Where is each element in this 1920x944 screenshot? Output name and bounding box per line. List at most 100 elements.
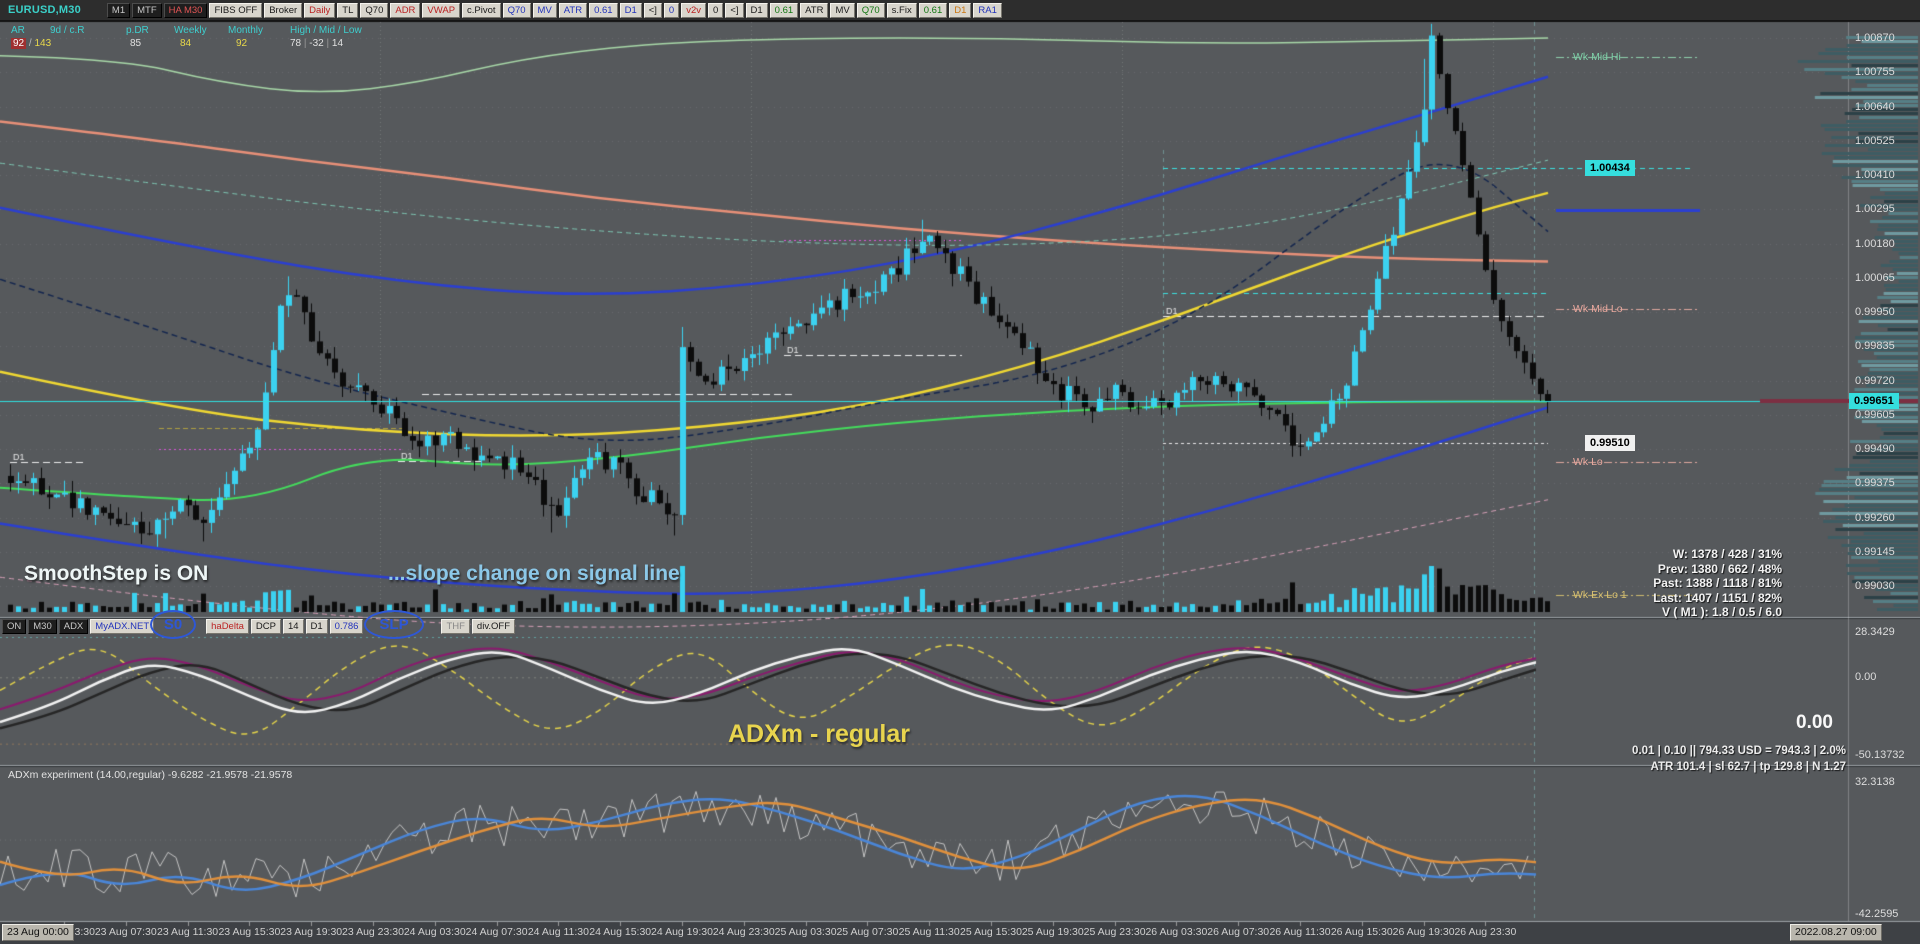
time-axis-label: 25 Aug 11:30	[898, 926, 960, 938]
slp-label: SLP	[379, 616, 409, 633]
ind1-button-divoff[interactable]: div.OFF	[471, 619, 515, 634]
toolbar-button-atr[interactable]: ATR	[558, 2, 588, 18]
ind1-button-on[interactable]: ON	[2, 619, 27, 634]
stat-line: W: 1378 / 428 / 31%	[1672, 547, 1782, 561]
time-axis-label: 24 Aug 23:30	[712, 926, 775, 938]
price-scale-label: 1.00640	[1855, 100, 1895, 113]
indicator1-scale-zero: 0.00	[1855, 671, 1877, 683]
ind1-button-14[interactable]: 14	[282, 619, 304, 634]
toolbar-button-mtf[interactable]: MTF	[132, 2, 162, 18]
info-header: 9d / c.R	[50, 25, 85, 36]
indicator1-toolbar: ON M30 ADX MyADX.NET haDelta DCP 14 D1 0.786 THF d…	[2, 619, 517, 634]
time-axis-label: 26 Aug 11:30	[1269, 926, 1331, 938]
atr-info-line: ATR 101.4 | sl 62.7 | tp 129.8 | N 1.27	[1650, 761, 1846, 773]
ind1-button-adx[interactable]: ADX	[58, 619, 89, 634]
toolbar-button-ham30[interactable]: HA M30	[163, 2, 208, 18]
price-scale-label: 0.99835	[1855, 340, 1895, 353]
price-scale-label: 0.99605	[1855, 408, 1895, 421]
toolbar-button-d1[interactable]: D1	[745, 2, 768, 18]
toolbar-button-daily[interactable]: Daily	[304, 2, 336, 18]
price-scale-label: 1.00410	[1855, 169, 1895, 182]
time-axis-label: 26 Aug 23:30	[1454, 926, 1517, 938]
ind1-button-d1[interactable]: D1	[305, 619, 328, 634]
toolbar-button-m1[interactable]: M1	[106, 2, 131, 18]
info-panel: AR 9d / c.R p.DR Weekly Monthly High / Mid / …	[4, 25, 444, 55]
time-axis-label: 24 Aug 03:30	[403, 926, 466, 938]
s0-label: S0	[163, 616, 183, 633]
toolbar-button-061[interactable]: 0.61	[769, 2, 799, 18]
time-axis-label: 25 Aug 19:30	[1021, 926, 1084, 938]
ind1-button-myadxnet[interactable]: MyADX.NET	[90, 619, 155, 634]
toolbar-button-atr[interactable]: ATR	[800, 2, 829, 18]
toolbar-button-broker[interactable]: Broker	[264, 2, 303, 18]
toolbar-button-v2v[interactable]: v2v	[681, 2, 707, 18]
price-scale-label: 0.99720	[1855, 374, 1895, 387]
week-level-label: Wk Lo	[1573, 455, 1603, 468]
s0-circle-annotation: S0	[150, 610, 196, 639]
toolbar-button-061[interactable]: 0.61	[918, 2, 948, 18]
toolbar-button-ra1[interactable]: RA1	[973, 2, 1002, 18]
time-axis-label: 25 Aug 07:30	[836, 926, 899, 938]
info-value-part: |	[301, 38, 310, 49]
toolbar-button-cpivot[interactable]: c.Pivot	[462, 2, 501, 18]
time-axis-label: 25 Aug 03:30	[774, 926, 837, 938]
price-scale-label: 1.00065	[1855, 271, 1895, 284]
toolbar-button-fibsoff[interactable]: FIBS OFF	[209, 2, 263, 18]
info-value-part: 14	[331, 38, 344, 49]
toolbar-button-sfix[interactable]: s.Fix	[886, 2, 917, 18]
toolbar-button-061[interactable]: 0.61	[589, 2, 618, 18]
time-axis[interactable]: 23 Aug 00:00 2022.08.27 09:00 23 Aug 03:…	[0, 922, 1920, 944]
ind1-button-thf[interactable]: THF	[441, 619, 470, 634]
toolbar-button-q70[interactable]: Q70	[502, 2, 531, 18]
info-header: Monthly	[228, 25, 264, 36]
ind1-button-0786[interactable]: 0.786	[329, 619, 364, 634]
price-scale-label: 0.99030	[1855, 580, 1895, 593]
time-axis-label: 26 Aug 03:30	[1145, 926, 1208, 938]
toolbar-button-d1[interactable]: D1	[619, 2, 642, 18]
info-value-part: 78	[290, 38, 302, 49]
slope-annotation: ...slope change on signal line	[388, 562, 680, 585]
toolbar-button-[interactable]: <]	[725, 2, 744, 18]
toolbar-button-d1[interactable]: D1	[949, 2, 972, 18]
price-scale-label: 1.00755	[1855, 66, 1895, 79]
toolbar-button-mv[interactable]: MV	[532, 2, 557, 18]
price-tag: 0.99510	[1585, 435, 1635, 452]
time-axis-label: 24 Aug 07:30	[465, 926, 528, 938]
toolbar-button-adr[interactable]: ADR	[390, 2, 421, 18]
ind1-button-m30[interactable]: M30	[28, 619, 57, 634]
time-axis-end-box: 2022.08.27 09:00	[1790, 924, 1882, 941]
info-value-part: 92	[11, 38, 27, 49]
toolbar-button-mv[interactable]: MV	[830, 2, 855, 18]
price-scale-label: 1.00295	[1855, 203, 1895, 216]
toolbar-button-q70[interactable]: Q70	[360, 2, 389, 18]
stat-line: Prev: 1380 / 662 / 48%	[1657, 561, 1782, 576]
info-value-part: 85	[130, 38, 142, 49]
indicator1-title: ADXm - regular	[728, 720, 910, 748]
toolbar-button-[interactable]: <]	[643, 2, 662, 18]
time-axis-start-box: 23 Aug 00:00	[2, 924, 74, 941]
indicator1-scale-bottom: -50.13732	[1855, 749, 1905, 761]
price-tag: 0.99651	[1849, 393, 1899, 410]
indicator1-scale-top: 28.3429	[1855, 626, 1895, 638]
info-value: 92	[236, 38, 247, 49]
indicator2-label: ADXm experiment (14.00,regular) -9.6282 …	[8, 769, 293, 781]
toolbar-button-tl[interactable]: TL	[337, 2, 359, 18]
toolbar-button-vwap[interactable]: VWAP	[422, 2, 461, 18]
ind1-button-dcp[interactable]: DCP	[250, 619, 281, 634]
time-axis-label: 23 Aug 15:30	[218, 926, 281, 938]
time-axis-label: 23 Aug 07:30	[94, 926, 157, 938]
price-tag: 1.00434	[1585, 159, 1635, 176]
info-value-part: -32	[309, 38, 324, 49]
info-value: 85	[130, 38, 141, 49]
toolbar-button-q70[interactable]: Q70	[856, 2, 885, 18]
toolbar-button-0[interactable]: 0	[708, 2, 724, 18]
symbol-title: EURUSD,M30	[8, 4, 81, 16]
price-scale-label: 1.00180	[1855, 237, 1895, 250]
smoothstep-annotation: SmoothStep is ON	[24, 562, 209, 585]
time-axis-label: 24 Aug 19:30	[651, 926, 713, 938]
ind1-button-hadelta[interactable]: haDelta	[206, 619, 249, 634]
toolbar-button-0[interactable]: 0	[663, 2, 680, 18]
time-axis-label: 24 Aug 15:30	[589, 926, 652, 938]
time-axis-label: 26 Aug 15:30	[1330, 926, 1393, 938]
